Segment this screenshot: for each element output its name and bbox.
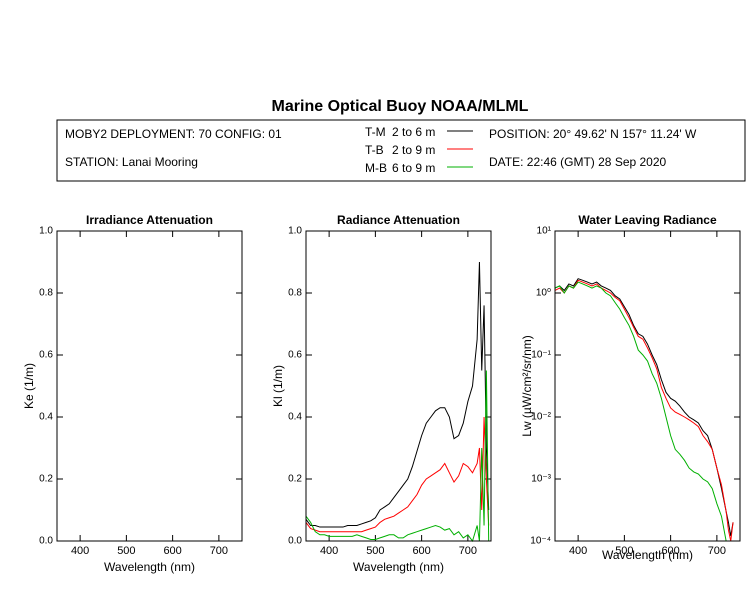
page-title: Marine Optical Buoy NOAA/MLML <box>272 98 529 115</box>
x-tick-label: 700 <box>459 545 477 557</box>
series-line <box>305 416 490 533</box>
y-tick-label: 1.0 <box>39 226 53 237</box>
series-line <box>554 279 734 542</box>
y-tick-label: 0.0 <box>39 536 53 547</box>
series-line <box>305 261 490 528</box>
y-tick-label: 0.6 <box>39 350 53 361</box>
date: DATE: 22:46 (GMT) 28 Sep 2020 <box>489 155 667 169</box>
y-tick-label: 0.4 <box>288 412 302 423</box>
legend-name: T-M <box>365 125 386 139</box>
series-line <box>554 278 734 537</box>
station: STATION: Lanai Mooring <box>65 155 198 169</box>
plot-frame <box>554 230 741 542</box>
info-box <box>56 119 746 182</box>
x-tick-label: 500 <box>366 545 384 557</box>
x-axis-label: Wavelength (nm) <box>353 560 444 574</box>
y-tick-label: 0.8 <box>39 288 53 299</box>
y-tick-label: 10⁻² <box>531 412 551 423</box>
y-tick-label: 10⁻³ <box>531 474 551 485</box>
legend-name: T-B <box>365 143 384 157</box>
y-tick-label: 0.6 <box>288 350 302 361</box>
series-line <box>554 281 727 542</box>
y-tick-label: 0.4 <box>39 412 53 423</box>
legend-range: 6 to 9 m <box>392 161 435 175</box>
x-tick-label: 600 <box>661 545 679 557</box>
plot-frame <box>305 230 492 542</box>
y-tick-label: 0.2 <box>39 474 53 485</box>
legend-range: 2 to 6 m <box>392 125 435 139</box>
x-tick-label: 700 <box>210 545 228 557</box>
panel-title: Water Leaving Radiance <box>578 213 717 227</box>
legend-range: 2 to 9 m <box>392 143 435 157</box>
x-tick-label: 400 <box>320 545 338 557</box>
y-tick-label: 1.0 <box>288 226 302 237</box>
panel-title: Irradiance Attenuation <box>86 213 213 227</box>
x-tick-label: 400 <box>569 545 587 557</box>
y-tick-label: 10⁻¹ <box>531 350 551 361</box>
plot-frame <box>56 230 243 542</box>
series-line <box>305 370 490 543</box>
x-tick-label: 600 <box>412 545 430 557</box>
x-tick-label: 400 <box>71 545 89 557</box>
y-axis-label: Kl (1/m) <box>271 365 285 407</box>
y-tick-label: 0.2 <box>288 474 302 485</box>
y-tick-label: 0.8 <box>288 288 302 299</box>
y-axis-label: Lw (µW/cm²/sr/nm) <box>520 335 534 437</box>
y-tick-label: 10⁻⁴ <box>530 536 551 547</box>
y-tick-label: 0.0 <box>288 536 302 547</box>
y-tick-label: 10⁰ <box>536 288 551 299</box>
x-tick-label: 600 <box>163 545 181 557</box>
x-tick-label: 500 <box>117 545 135 557</box>
legend-name: M-B <box>365 161 387 175</box>
position: POSITION: 20° 49.62' N 157° 11.24' W <box>489 127 697 141</box>
x-tick-label: 500 <box>615 545 633 557</box>
x-tick-label: 700 <box>708 545 726 557</box>
panel-title: Radiance Attenuation <box>337 213 460 227</box>
x-axis-label: Wavelength (nm) <box>104 560 195 574</box>
x-axis-label: Wavelength (nm) <box>602 548 693 562</box>
y-tick-label: 10¹ <box>537 226 552 237</box>
deployment: MOBY2 DEPLOYMENT: 70 CONFIG: 01 <box>65 127 282 141</box>
y-axis-label: Ke (1/m) <box>22 363 36 409</box>
